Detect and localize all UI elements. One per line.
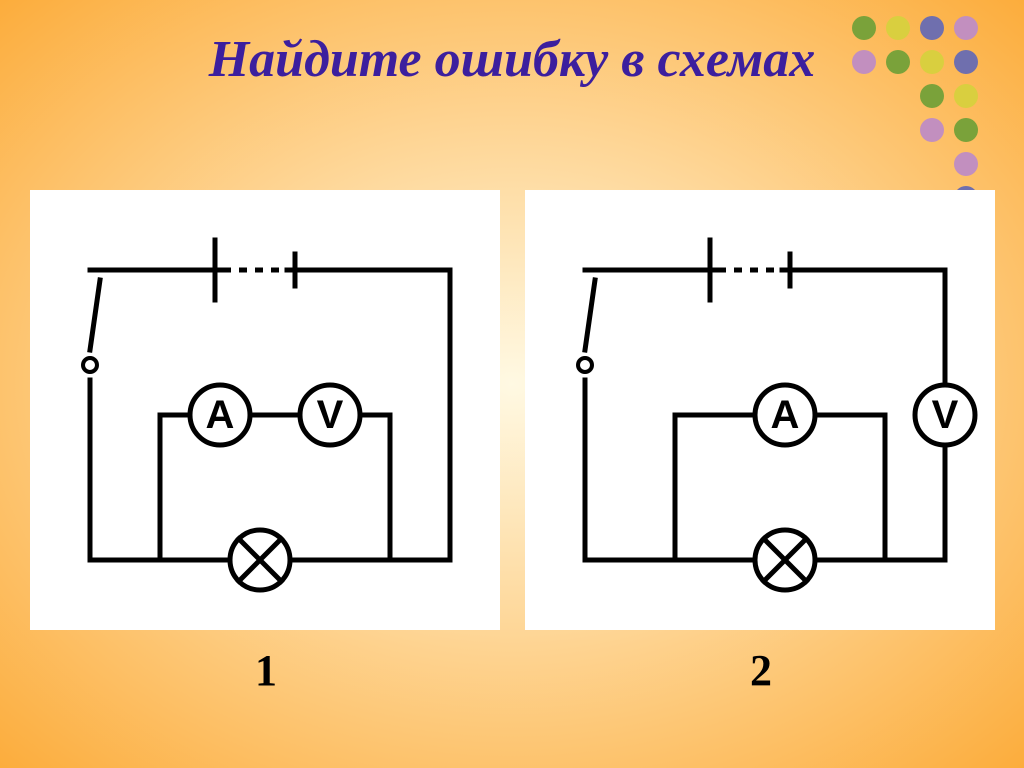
svg-text:A: A [206,393,235,437]
circuit-panel-2: AV [525,190,995,630]
circuit-caption-2: 2 [750,645,772,696]
circuit-diagram-1: AV [30,190,500,630]
svg-text:V: V [932,393,959,437]
circuit-panel-1: AV [30,190,500,630]
svg-text:V: V [317,393,344,437]
svg-text:A: A [771,393,800,437]
circuit-caption-1: 1 [255,645,277,696]
slide-title: Найдите ошибку в схемах [0,30,1024,89]
circuit-diagram-2: AV [525,190,995,630]
slide-stage: Найдите ошибку в схемах AV 1 AV 2 [0,0,1024,768]
